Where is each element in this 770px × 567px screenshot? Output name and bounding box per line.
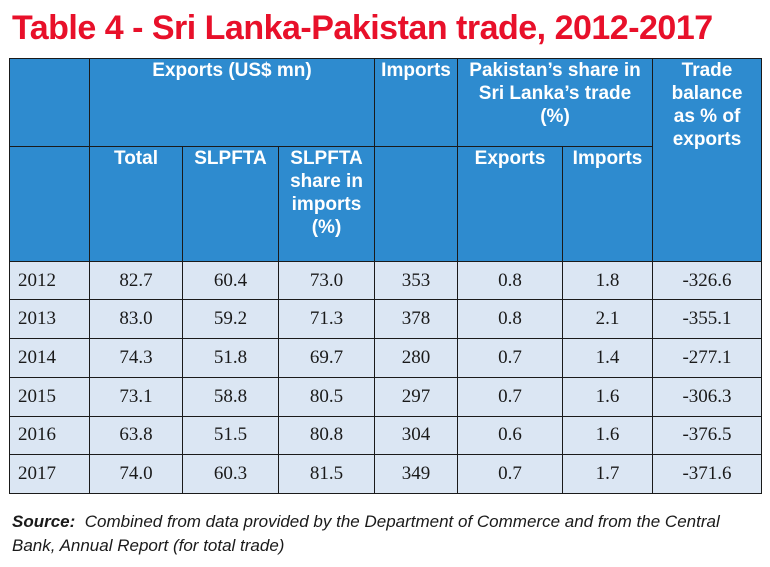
- header-pakistan-share-line3: (%): [540, 106, 570, 127]
- table-row: 2016 63.8 51.5 80.8 304 0.6 1.6 -376.5: [9, 415, 763, 456]
- trade-balance-cell: -326.6: [652, 260, 763, 301]
- header-trade-balance-line2: balance: [671, 83, 743, 104]
- slpfta-share-cell: 80.5: [277, 376, 376, 417]
- source-note: Source: Combined from data provided by t…: [12, 510, 762, 558]
- share-imports-cell: 1.6: [562, 376, 654, 417]
- imports-cell: 349: [374, 454, 459, 494]
- slpfta-cell: 59.2: [182, 299, 279, 340]
- header-blank-cell: [9, 58, 90, 147]
- imports-cell: 297: [374, 376, 459, 417]
- imports-cell: 280: [374, 338, 459, 378]
- trade-balance-cell: -376.5: [652, 415, 763, 456]
- trade-balance-cell: -306.3: [652, 376, 763, 417]
- slpfta-share-cell: 69.7: [277, 338, 376, 378]
- total-exports-cell: 82.7: [89, 260, 183, 301]
- header-imports: Imports: [374, 58, 459, 147]
- slpfta-cell: 51.8: [182, 338, 279, 378]
- header-share-imports: Imports: [562, 145, 654, 262]
- year-cell: 2013: [9, 299, 90, 340]
- slpfta-cell: 58.8: [182, 376, 279, 417]
- header-slpfta-share: SLPFTA share in imports (%): [277, 145, 376, 262]
- header-pakistan-share-line1: Pakistan’s share in: [469, 60, 641, 81]
- slpfta-cell: 60.3: [182, 454, 279, 494]
- share-exports-cell: 0.6: [457, 415, 564, 456]
- table-row: 2013 83.0 59.2 71.3 378 0.8 2.1 -355.1: [9, 299, 763, 340]
- slpfta-cell: 51.5: [182, 415, 279, 456]
- share-exports-cell: 0.7: [457, 338, 564, 378]
- slpfta-share-cell: 80.8: [277, 415, 376, 456]
- trade-balance-cell: -277.1: [652, 338, 763, 378]
- source-label: Source:: [12, 512, 76, 531]
- share-imports-cell: 1.6: [562, 415, 654, 456]
- header-pakistan-share: Pakistan’s share in Sri Lanka’s trade (%…: [457, 58, 654, 147]
- header-slpfta: SLPFTA: [182, 145, 279, 262]
- total-exports-cell: 74.0: [89, 454, 183, 494]
- header-slpfta-share-line3: imports: [291, 193, 362, 215]
- table-row: 2014 74.3 51.8 69.7 280 0.7 1.4 -277.1: [9, 338, 763, 378]
- slpfta-share-cell: 81.5: [277, 454, 376, 494]
- share-exports-cell: 0.8: [457, 299, 564, 340]
- trade-balance-cell: -371.6: [652, 454, 763, 494]
- header-trade-balance-line1: Trade: [681, 60, 733, 81]
- header-pakistan-share-line2: Sri Lanka’s trade: [478, 83, 632, 104]
- header-trade-balance-line4: exports: [672, 129, 742, 150]
- source-text: Combined from data provided by the Depar…: [12, 512, 720, 555]
- table-row: 2015 73.1 58.8 80.5 297 0.7 1.6 -306.3: [9, 376, 763, 417]
- header-exports-group: Exports (US$ mn): [88, 58, 376, 147]
- total-exports-cell: 74.3: [89, 338, 183, 378]
- header-slpfta-share-line2: share in: [290, 170, 363, 192]
- imports-cell: 378: [374, 299, 459, 340]
- slpfta-share-cell: 73.0: [277, 260, 376, 301]
- year-cell: 2016: [9, 415, 90, 456]
- header-total: Total: [89, 145, 183, 262]
- share-exports-cell: 0.7: [457, 376, 564, 417]
- total-exports-cell: 83.0: [89, 299, 183, 340]
- header-slpfta-share-line4: (%): [311, 216, 342, 238]
- header-trade-balance: Trade balance as % of exports: [652, 58, 763, 262]
- imports-cell: 353: [374, 260, 459, 301]
- header-trade-balance-line3: as % of: [673, 106, 741, 127]
- slpfta-cell: 60.4: [182, 260, 279, 301]
- header-slpfta-share-line1: SLPFTA: [290, 147, 363, 169]
- header-blank-cell: [374, 145, 459, 262]
- share-imports-cell: 1.7: [562, 454, 654, 494]
- share-exports-cell: 0.7: [457, 454, 564, 494]
- year-cell: 2014: [9, 338, 90, 378]
- share-imports-cell: 1.4: [562, 338, 654, 378]
- year-cell: 2017: [9, 454, 90, 494]
- total-exports-cell: 73.1: [89, 376, 183, 417]
- imports-cell: 304: [374, 415, 459, 456]
- table-row: 2017 74.0 60.3 81.5 349 0.7 1.7 -371.6: [9, 454, 763, 494]
- slpfta-share-cell: 71.3: [277, 299, 376, 340]
- header-blank-cell: [9, 145, 90, 262]
- share-imports-cell: 2.1: [562, 299, 654, 340]
- total-exports-cell: 63.8: [89, 415, 183, 456]
- year-cell: 2015: [9, 376, 90, 417]
- table-row: 2012 82.7 60.4 73.0 353 0.8 1.8 -326.6: [9, 260, 763, 301]
- share-exports-cell: 0.8: [457, 260, 564, 301]
- share-imports-cell: 1.8: [562, 260, 654, 301]
- trade-balance-cell: -355.1: [652, 299, 763, 340]
- header-share-exports: Exports: [457, 145, 564, 262]
- trade-table: Exports (US$ mn) Imports Pakistan’s shar…: [9, 58, 763, 494]
- table-title: Table 4 - Sri Lanka-Pakistan trade, 2012…: [12, 9, 713, 47]
- year-cell: 2012: [9, 260, 90, 301]
